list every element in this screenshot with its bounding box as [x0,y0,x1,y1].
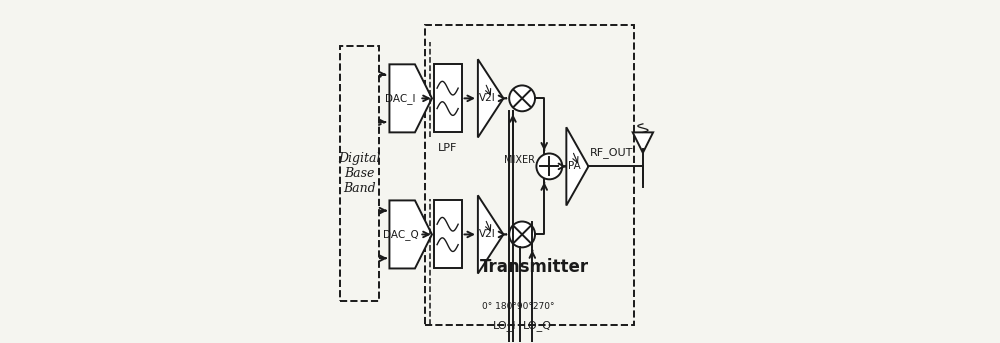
Text: LO_Q: LO_Q [523,320,552,331]
Polygon shape [633,132,653,153]
Text: V2I: V2I [479,93,496,103]
Text: LPF: LPF [438,143,457,153]
Text: MIXER: MIXER [504,155,535,165]
Text: V2I: V2I [479,229,496,239]
Circle shape [536,153,562,179]
Text: DAC_I: DAC_I [385,93,416,104]
Polygon shape [389,64,432,132]
Text: DAC_Q: DAC_Q [383,229,418,240]
FancyBboxPatch shape [434,64,462,132]
Text: PA: PA [568,162,580,172]
Text: Digital
Base
Band: Digital Base Band [338,152,381,195]
Polygon shape [389,200,432,269]
Polygon shape [566,127,588,205]
Text: 0° 180°90°270°: 0° 180°90°270° [482,302,555,311]
Text: RF_OUT: RF_OUT [590,147,634,158]
Circle shape [509,222,535,247]
Polygon shape [478,59,503,138]
Circle shape [509,85,535,111]
Text: LO_I: LO_I [493,320,516,331]
Polygon shape [478,195,503,274]
FancyBboxPatch shape [434,200,462,269]
Text: Transmitter: Transmitter [479,258,589,276]
